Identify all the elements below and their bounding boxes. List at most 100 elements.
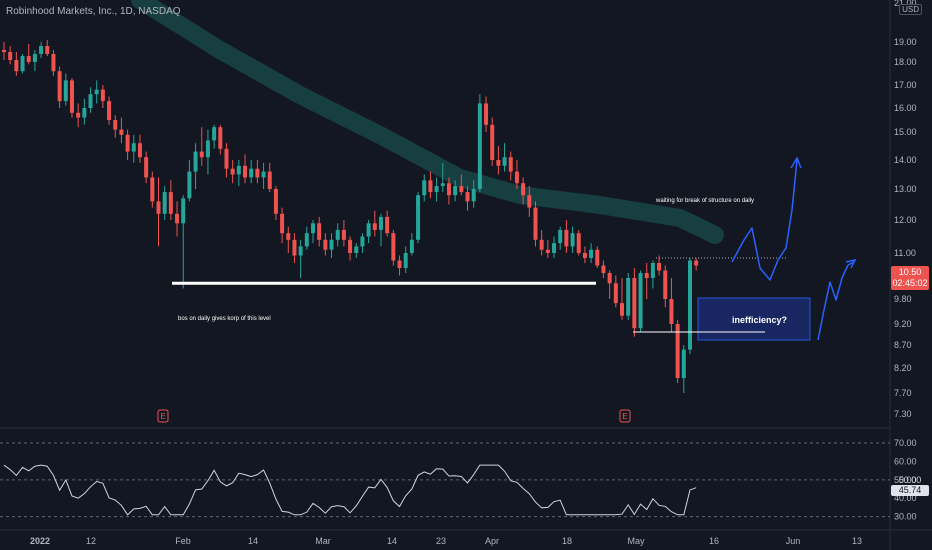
candle-body — [150, 177, 155, 202]
candle-body — [403, 253, 408, 268]
candle-body — [76, 112, 81, 118]
candle — [39, 42, 44, 58]
candle — [650, 260, 655, 289]
candle-body — [14, 60, 19, 72]
candle — [94, 80, 99, 104]
price-tick-label: 11.00 — [894, 248, 916, 258]
candle-body — [490, 124, 495, 160]
candle — [533, 201, 538, 247]
candle-body — [273, 189, 278, 214]
candle — [626, 273, 631, 320]
annotation-bos[interactable]: bos on daily gives korp of this level — [178, 316, 271, 322]
candle — [613, 275, 618, 308]
candle — [514, 160, 519, 189]
candle-body — [107, 101, 112, 120]
price-tick-label: 16.00 — [894, 103, 917, 113]
candle-body — [687, 260, 692, 350]
candle-body — [620, 303, 624, 316]
candle — [193, 143, 198, 189]
candle-body — [564, 229, 569, 247]
price-tick-label: 7.70 — [894, 388, 912, 398]
candle-body — [156, 201, 161, 214]
candle-body — [434, 186, 439, 193]
candle-body — [533, 207, 538, 240]
candle — [205, 129, 210, 175]
candle — [107, 96, 112, 125]
candle-body — [552, 243, 557, 253]
candle — [51, 50, 56, 76]
candle — [378, 213, 383, 247]
annotation-inefficiency[interactable]: inefficiency? — [732, 315, 788, 325]
candle — [341, 220, 346, 247]
rsi-tick-label: 40.00 — [894, 493, 917, 503]
time-tick-label: Feb — [175, 536, 191, 546]
candle — [416, 192, 421, 244]
candle — [465, 186, 470, 211]
candle-body — [471, 189, 476, 202]
candle-body — [323, 239, 328, 250]
price-tick-label: 8.20 — [894, 363, 912, 373]
candle-body — [397, 260, 402, 268]
candle — [644, 263, 649, 299]
candle-body — [205, 140, 210, 158]
earnings-marker-frame — [157, 409, 169, 423]
last-price-tag: 10.50 02:45:02 — [891, 266, 929, 290]
candle — [224, 143, 229, 178]
candle-body — [193, 151, 198, 172]
price-tick-label: 19.00 — [894, 37, 917, 47]
earnings-marker-label: E — [160, 412, 165, 421]
time-tick-label: 18 — [562, 536, 572, 546]
candle-body — [187, 171, 192, 199]
candle — [311, 220, 315, 244]
time-tick-label: 12 — [86, 536, 96, 546]
candle-body — [385, 216, 390, 234]
projection-arrow-upper — [790, 156, 802, 169]
candle — [521, 177, 526, 205]
price-tick-label: 12.00 — [894, 215, 917, 225]
candle-body — [360, 236, 365, 247]
candle-body — [422, 180, 427, 196]
rsi-tick-label: 70.00 — [894, 438, 917, 448]
candle — [298, 239, 303, 278]
candle — [620, 278, 624, 320]
candle-body — [249, 168, 254, 178]
price-tick-label: 7.30 — [894, 409, 912, 419]
candle-body — [582, 253, 587, 258]
candle-body — [168, 192, 173, 214]
currency-selector[interactable]: USD — [899, 4, 922, 15]
candle — [187, 160, 192, 202]
rsi-tick-label: 50.00 — [894, 475, 917, 485]
candle-body — [236, 165, 241, 175]
candle-body — [311, 223, 315, 234]
candle-body — [391, 233, 396, 261]
candle-body — [8, 52, 13, 60]
candle — [168, 180, 173, 220]
time-tick-label: May — [627, 536, 645, 546]
candle — [14, 52, 19, 76]
candle-body — [669, 299, 674, 324]
candle-body — [88, 94, 93, 108]
candle — [694, 258, 699, 271]
candle-body — [63, 80, 68, 102]
candle — [595, 246, 600, 268]
price-tick-label: 9.80 — [894, 294, 912, 304]
candle — [545, 239, 550, 258]
annotation-waiting[interactable]: waiting for break of structure on daily — [656, 198, 755, 204]
candle — [261, 162, 266, 189]
last-price-value: 10.50 — [898, 267, 922, 277]
candle — [564, 220, 569, 253]
candle-body — [82, 108, 87, 118]
rsi-tick-label: 60.00 — [894, 456, 917, 466]
candle — [477, 94, 482, 193]
time-tick-label: 2022 — [30, 536, 50, 546]
candle-body — [681, 349, 686, 378]
candle-body — [39, 46, 44, 54]
candle — [496, 146, 501, 175]
candle-body — [484, 103, 489, 125]
candle-body — [57, 71, 62, 102]
candle — [459, 174, 464, 196]
price-tick-label: 9.20 — [894, 319, 912, 329]
projection-arrow-lower — [845, 258, 857, 269]
